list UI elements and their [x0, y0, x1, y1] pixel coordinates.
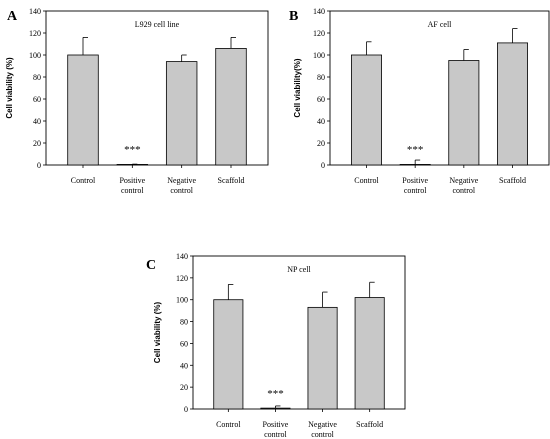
- y-tick-label: 120: [29, 29, 41, 38]
- category-label: Control: [71, 176, 96, 185]
- category-label: control: [404, 186, 427, 195]
- category-label: Negative: [449, 176, 478, 185]
- bar-1: [260, 407, 291, 410]
- bar-1: [399, 164, 431, 166]
- y-tick-label: 60: [317, 95, 325, 104]
- plot-frame: [45, 10, 269, 166]
- category-label: Positive: [263, 420, 289, 429]
- y-tick-label: 20: [33, 139, 41, 148]
- y-tick-label: 60: [33, 95, 41, 104]
- y-tick-label: 120: [313, 29, 325, 38]
- plot-frame: [192, 255, 406, 410]
- category-label: Positive: [402, 176, 428, 185]
- bar-0: [351, 54, 382, 166]
- chart-panel-a: A 0 20 40 60 80 100 120 140 Cell viability (%) L92…: [5, 7, 269, 195]
- category-label: Scaffold: [499, 176, 526, 185]
- y-tick-label: 100: [29, 51, 41, 60]
- y-tick-label: 20: [317, 139, 325, 148]
- y-tick-label: 120: [176, 274, 188, 283]
- category-label: control: [452, 186, 475, 195]
- category-label: control: [170, 186, 193, 195]
- y-tick-label: 0: [184, 405, 188, 414]
- significance-marker: ***: [267, 388, 284, 400]
- chart-title: L929 cell line: [135, 20, 180, 29]
- y-axis-label: Cell viability (%): [5, 57, 14, 119]
- y-tick-label: 140: [29, 7, 41, 16]
- bar-0: [213, 299, 244, 410]
- category-label: Control: [216, 420, 241, 429]
- category-label: Scaffold: [356, 420, 383, 429]
- y-tick-label: 80: [180, 318, 188, 327]
- category-label: Negative: [308, 420, 337, 429]
- y-tick-label: 40: [180, 361, 188, 370]
- y-tick-label: 80: [33, 73, 41, 82]
- y-tick-label: 20: [180, 383, 188, 392]
- plot-frame: [329, 10, 550, 166]
- category-label: Negative: [167, 176, 196, 185]
- panel-letter: A: [7, 9, 18, 24]
- chart-title: NP cell: [287, 265, 311, 274]
- y-tick-label: 0: [37, 161, 41, 170]
- y-tick-label: 100: [313, 51, 325, 60]
- y-axis-label: Cell viability(%): [293, 58, 302, 117]
- bar-2: [307, 306, 338, 410]
- bar-3: [497, 42, 528, 166]
- bar-2: [165, 61, 198, 166]
- significance-marker: ***: [407, 144, 424, 156]
- category-label: control: [264, 430, 287, 439]
- bar-2: [448, 60, 480, 166]
- y-tick-label: 140: [176, 252, 188, 261]
- y-axis-label: Cell viability (%): [153, 301, 162, 363]
- chart-panel-c: C 0 20 40 60 80 100 120 140 Cell viability (%) NP …: [146, 252, 406, 439]
- y-tick-label: 40: [33, 117, 41, 126]
- bar-0: [67, 54, 99, 166]
- bar-1: [116, 164, 149, 166]
- bar-3: [215, 48, 247, 166]
- chart-panel-b: B 0 20 40 60 80 100 120 140 Cell viability(%) AF c…: [289, 7, 550, 195]
- y-tick-label: 140: [313, 7, 325, 16]
- y-tick-label: 60: [180, 339, 188, 348]
- y-tick-label: 0: [321, 161, 325, 170]
- category-label: control: [311, 430, 334, 439]
- y-tick-label: 40: [317, 117, 325, 126]
- category-label: Positive: [119, 176, 145, 185]
- category-label: Control: [354, 176, 379, 185]
- y-tick-label: 100: [176, 296, 188, 305]
- category-label: Scaffold: [218, 176, 245, 185]
- category-label: control: [121, 186, 144, 195]
- panel-letter: C: [146, 258, 156, 273]
- chart-title: AF cell: [428, 20, 453, 29]
- bar-3: [354, 297, 385, 410]
- y-tick-label: 80: [317, 73, 325, 82]
- significance-marker: ***: [124, 144, 141, 156]
- panel-letter: B: [289, 9, 298, 24]
